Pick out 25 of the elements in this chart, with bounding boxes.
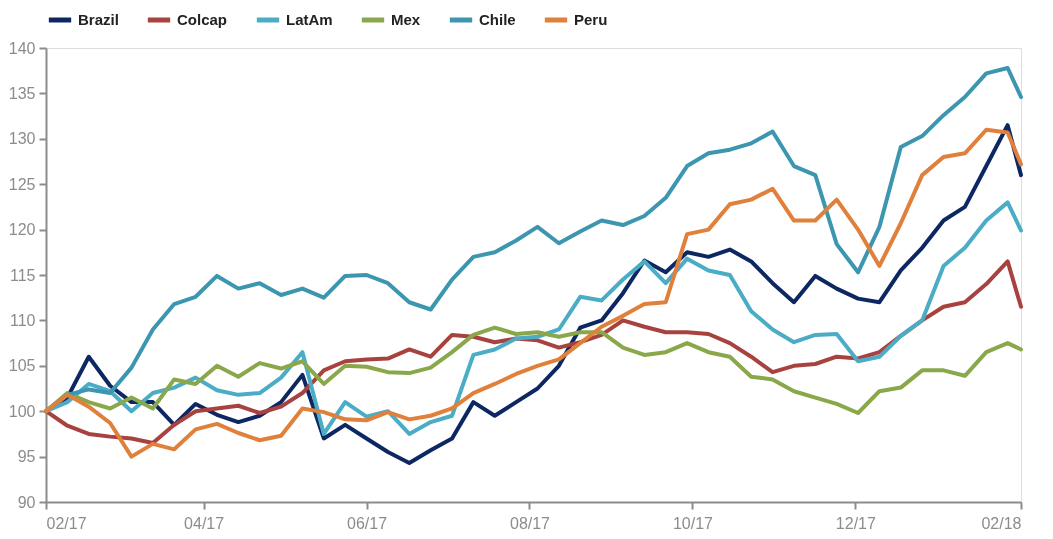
y-tick-label: 120 [8,221,36,239]
x-tick-label: 10/17 [672,514,714,532]
y-tick-label: 95 [17,448,36,466]
x-tick-label: 02/18 [981,514,1022,532]
legend-label: Mex [391,11,421,28]
y-tick-label: 130 [8,130,36,148]
y-tick-label: 90 [17,493,36,511]
y-tick-label: 100 [8,402,36,420]
y-tick-label: 115 [9,266,36,284]
legend-label: LatAm [286,11,333,28]
x-tick-label: 12/17 [835,514,876,532]
x-tick-label: 02/17 [46,514,87,532]
line-series [44,325,1023,416]
y-tick-label: 125 [8,175,36,193]
legend-label: Colcap [177,11,228,28]
legend-label: Chile [479,11,516,28]
y-tick-label: 135 [8,84,36,102]
legend-label: Peru [574,11,608,28]
y-tick-label: 140 [8,39,36,57]
y-tick-label: 110 [9,311,36,329]
x-tick-label: 06/17 [347,514,388,532]
y-tick-label: 105 [8,357,36,375]
legend-label: Brazil [78,11,119,28]
x-tick-label: 04/17 [184,514,225,532]
x-tick-label: 08/17 [509,514,551,532]
